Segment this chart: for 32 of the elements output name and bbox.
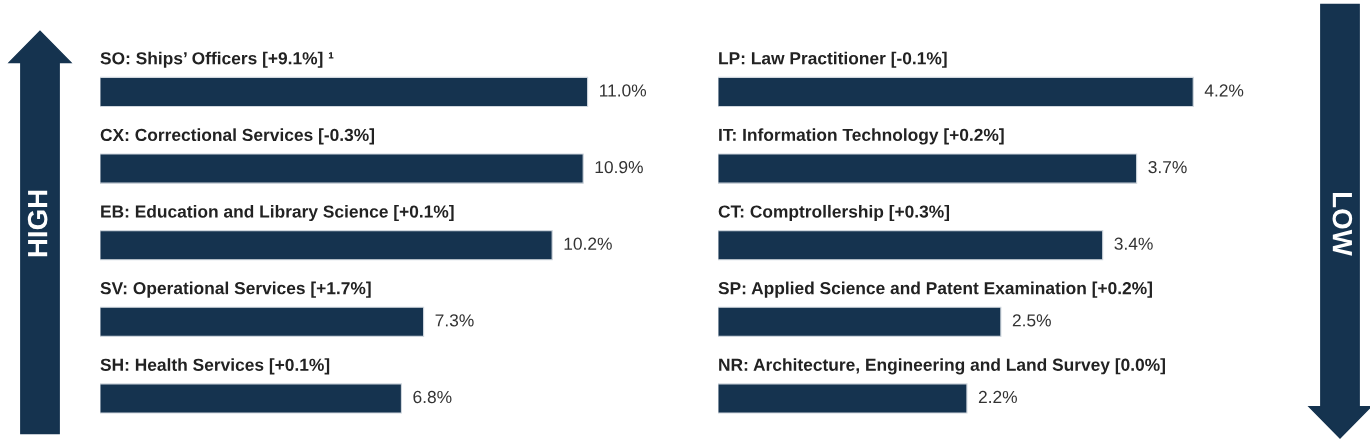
- bar: [718, 153, 1138, 184]
- data-label: 2.2%: [978, 390, 1017, 404]
- y-tick-label: CX: Correctional Services [-0.3%]: [100, 128, 375, 145]
- y-tick-label: CT: Comptrollership [+0.3%]: [718, 204, 950, 222]
- bar: [100, 306, 425, 337]
- y-tick-label: IT: Information Technology [+0.2%]: [719, 128, 1004, 145]
- bar: [100, 153, 584, 184]
- y-tick-label: SO: Ships’ Officers [+9.1%] ¹: [100, 51, 334, 68]
- bar: [718, 230, 1104, 261]
- y-tick-label: SV: Operational Services [+1.7%]: [100, 281, 371, 298]
- text: HIGH: [27, 190, 48, 257]
- bar: [718, 76, 1194, 108]
- y-tick-label: SP: Applied Science and Patent Examination [+0.2%]: [718, 281, 1152, 298]
- data-label: 4.2%: [1204, 84, 1244, 97]
- y-tick-label: EB: Education and Library Science [+0.1%]: [101, 204, 454, 222]
- y-tick-label: SH: Health Services [+0.1%]: [100, 358, 330, 375]
- data-label: 10.9%: [595, 160, 643, 174]
- data-label: 10.2%: [564, 237, 612, 250]
- bar: [100, 230, 553, 261]
- text: LOW: [1332, 192, 1353, 256]
- data-label: 11.0%: [600, 84, 647, 97]
- data-label: 3.7%: [1148, 160, 1187, 174]
- y-tick-label: NR: Architecture, Engineering and Land Survey [0.0%]: [719, 358, 1165, 375]
- bar: [718, 306, 1002, 337]
- data-label: 6.8%: [413, 390, 452, 404]
- bar: [718, 383, 968, 414]
- data-label: 3.4%: [1114, 237, 1153, 250]
- data-label: 2.5%: [1012, 314, 1051, 327]
- bar: [100, 383, 402, 414]
- y-tick-label: LP: Law Practitioner [-0.1%]: [719, 51, 947, 68]
- data-label: 7.3%: [435, 314, 474, 327]
- bar: [100, 76, 589, 108]
